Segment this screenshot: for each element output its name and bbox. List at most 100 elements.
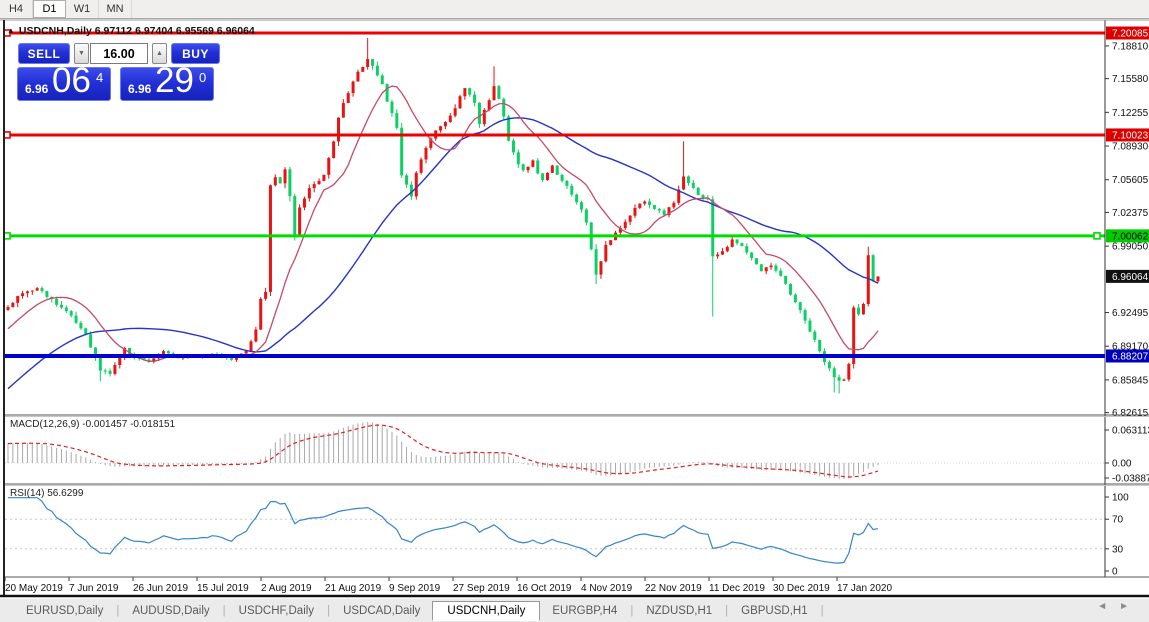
tab-separator: |	[327, 604, 331, 617]
chart-title-marker-icon: ▲	[7, 26, 15, 35]
sell-price-panel[interactable]: 6.96 06 4	[17, 61, 111, 101]
tab-audusd-daily[interactable]: AUDUSD,Daily	[132, 604, 210, 617]
timeframe-button-h4[interactable]: H4	[0, 0, 33, 18]
date-axis-label: 21 Aug 2019	[325, 583, 382, 594]
tab-separator: |	[116, 604, 120, 617]
chart-frame	[0, 19, 1149, 598]
date-axis-label: 27 Sep 2019	[453, 583, 510, 594]
level-handle[interactable]	[1093, 232, 1101, 240]
date-axis-label: 11 Dec 2019	[709, 583, 765, 594]
date-axis-label: 30 Dec 2019	[773, 583, 830, 594]
tab-scroll-arrows: ◄►	[1097, 601, 1141, 612]
tab-gbpusd-h1[interactable]: GBPUSD,H1	[741, 604, 808, 617]
price-axis-label: 6.89170	[1112, 342, 1149, 353]
price-axis-label: 7.12255	[1112, 108, 1149, 119]
chart-title: ▲ USDCNH,Daily 6.97112 6.97404 6.95569 6.…	[7, 25, 255, 37]
volume-decrease-button[interactable]: ▼	[74, 43, 89, 64]
rsi-axis-label: 0	[1112, 567, 1118, 578]
date-axis-label: 15 Jul 2019	[197, 583, 249, 594]
tab-separator: |	[725, 604, 729, 617]
price-axis-label: 7.05605	[1112, 175, 1149, 186]
date-axis-label: 7 Jun 2019	[69, 583, 119, 594]
macd-panel	[5, 422, 1105, 479]
date-axis-label: 9 Sep 2019	[389, 583, 441, 594]
date-axis-label: 2 Aug 2019	[261, 583, 312, 594]
price-badge-label: 7.20085	[1112, 29, 1149, 40]
chart-title-text: USDCNH,Daily 6.97112 6.97404 6.95569 6.9…	[18, 25, 255, 37]
price-badge-label: 6.96064	[1112, 272, 1149, 283]
sell-button[interactable]: SELL	[18, 43, 70, 64]
price-axis-label: 7.18810	[1112, 41, 1149, 52]
sell-price-pips: 06	[52, 61, 91, 100]
price-badge	[1106, 26, 1149, 40]
date-axis-label: 20 May 2019	[5, 583, 63, 594]
date-axis-label: 22 Nov 2019	[645, 583, 702, 594]
date-axis: 20 May 2019 7 Jun 2019 26 Jun 2019 15 Jul 2…	[4, 577, 892, 594]
timeframe-button-d1[interactable]: D1	[33, 0, 66, 18]
tab-separator: |	[222, 604, 226, 617]
macd-histogram	[7, 422, 879, 479]
price-badge-label: 6.88207	[1112, 351, 1149, 362]
buy-price-point: 0	[199, 70, 207, 85]
price-axis-label: 7.02375	[1112, 208, 1149, 219]
main-price-panel	[6, 37, 880, 394]
price-axis-label: 6.92495	[1112, 308, 1149, 319]
date-axis-label: 4 Nov 2019	[581, 583, 633, 594]
timeframe-button-w1[interactable]: W1	[66, 0, 99, 18]
timeframe-toolbar: H4 D1 W1 MN	[0, 0, 1149, 19]
timeframe-button-mn[interactable]: MN	[99, 0, 132, 18]
date-axis-label: 26 Jun 2019	[133, 583, 188, 594]
macd-label: MACD(12,26,9) -0.001457 -0.018151	[10, 419, 176, 430]
date-axis-label: 17 Jan 2020	[837, 583, 892, 594]
symbol-tab-bar: EURUSD,Daily | AUDUSD,Daily | USDCHF,Daily | U…	[0, 598, 1149, 622]
buy-price-base: 6.96	[128, 82, 152, 96]
price-badge	[1106, 128, 1149, 142]
date-axis-label: 16 Oct 2019	[517, 583, 572, 594]
rsi-axis-label: 100	[1112, 493, 1129, 504]
macd-axis-label: 0.00	[1112, 459, 1132, 470]
tab-separator: |	[820, 604, 824, 617]
chevron-down-icon: ▼	[78, 50, 85, 57]
price-axis-label: 6.85845	[1112, 375, 1149, 386]
tab-scroll-left-icon[interactable]: ◄	[1097, 601, 1120, 612]
macd-signal-line	[8, 424, 879, 478]
horizontal-level-lines[interactable]	[3, 29, 1105, 358]
price-axis: 7.18810 7.15580 7.12255 7.08930 7.05605 7.023…	[1104, 20, 1149, 578]
tab-eurgbp-h4[interactable]: EURGBP,H4	[552, 604, 618, 617]
tab-scroll-right-icon[interactable]: ►	[1119, 601, 1141, 612]
ma-fast-line	[7, 85, 879, 362]
tab-separator: |	[630, 604, 634, 617]
chevron-up-icon: ▲	[156, 50, 163, 57]
tab-usdchf-daily[interactable]: USDCHF,Daily	[238, 604, 315, 617]
price-badge-label: 7.10023	[1112, 130, 1149, 141]
price-badge	[1106, 229, 1149, 243]
price-badge	[1106, 349, 1149, 363]
tab-nzdusd-h1[interactable]: NZDUSD,H1	[646, 604, 713, 617]
tab-usdcnh-daily[interactable]: USDCNH,Daily	[432, 600, 541, 621]
rsi-line	[8, 497, 879, 564]
rsi-panel	[5, 497, 1105, 564]
sell-price-base: 6.96	[25, 82, 49, 96]
price-badge-label: 7.00062	[1112, 231, 1149, 242]
buy-button[interactable]: BUY	[171, 43, 220, 64]
price-axis-label: 6.82615	[1112, 408, 1149, 419]
price-axis-label: 6.99050	[1112, 242, 1149, 253]
one-click-trading-panel: SELL ▼ ▲ BUY 6.96 06 4 6.96 29 0	[0, 0, 240, 110]
tab-eurusd-daily[interactable]: EURUSD,Daily	[26, 604, 104, 617]
candlesticks	[6, 37, 880, 394]
sell-price-point: 4	[96, 70, 104, 85]
macd-axis-label: -0.038877	[1112, 474, 1149, 485]
rsi-axis-label: 70	[1112, 515, 1124, 526]
ma-slow-line	[7, 117, 879, 390]
buy-price-panel[interactable]: 6.96 29 0	[120, 61, 214, 101]
price-badge	[1106, 269, 1149, 283]
rsi-axis-label: 30	[1112, 544, 1124, 555]
macd-axis-label: 0.063113	[1112, 426, 1149, 437]
volume-input[interactable]	[90, 43, 148, 64]
rsi-label: RSI(14) 56.6299	[10, 488, 84, 499]
price-axis-label: 7.08930	[1112, 142, 1149, 153]
tab-usdcad-daily[interactable]: USDCAD,Daily	[343, 604, 421, 617]
volume-increase-button[interactable]: ▲	[152, 43, 167, 64]
buy-price-pips: 29	[155, 61, 194, 100]
